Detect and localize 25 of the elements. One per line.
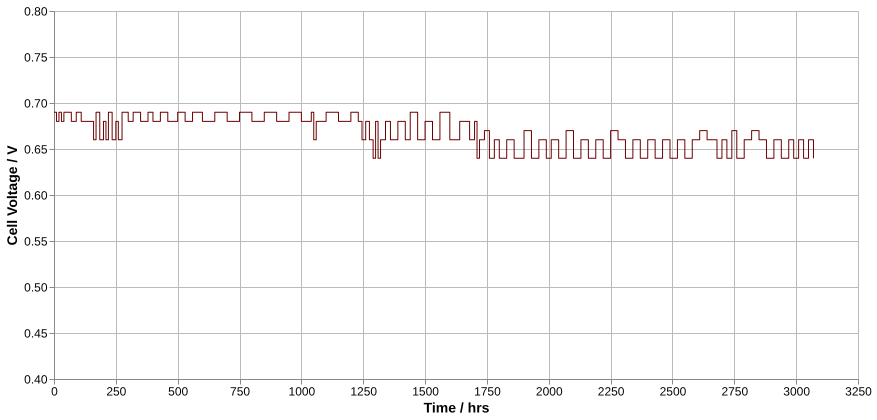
y-tick-label: 0.70	[24, 96, 48, 110]
x-tick-label: 1250	[350, 384, 378, 398]
x-tick-label: 3250	[845, 384, 872, 398]
y-tick-label: 0.80	[24, 4, 48, 18]
y-axis-title: Cell Voltage / V	[4, 144, 20, 246]
x-tick-label: 2500	[660, 384, 687, 398]
y-tick-label: 0.50	[24, 280, 48, 294]
x-tick-label: 3000	[783, 384, 810, 398]
x-tick-label: 250	[106, 384, 127, 398]
x-tick-label: 1750	[474, 384, 502, 398]
y-tick-label: 0.60	[24, 188, 48, 202]
x-tick-label: 0	[51, 384, 58, 398]
y-tick-label: 0.55	[24, 234, 48, 248]
x-tick-label: 500	[168, 384, 189, 398]
x-tick-label: 2000	[536, 384, 563, 398]
x-tick-label: 750	[230, 384, 250, 398]
x-axis-title: Time / hrs	[424, 400, 490, 416]
x-tick-label: 2750	[721, 384, 748, 398]
x-tick-label: 1000	[288, 384, 316, 398]
y-tick-label: 0.45	[24, 326, 48, 340]
y-tick-label: 0.65	[24, 142, 48, 156]
x-tick-label: 2250	[598, 384, 625, 398]
y-tick-label: 0.40	[24, 372, 48, 386]
y-tick-label: 0.75	[24, 50, 48, 64]
x-tick-label: 1500	[412, 384, 440, 398]
